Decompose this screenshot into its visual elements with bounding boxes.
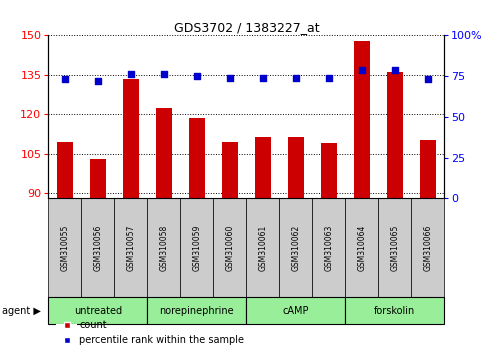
- Bar: [81, 198, 114, 297]
- Point: [358, 67, 366, 73]
- Bar: [279, 198, 313, 297]
- Text: untreated: untreated: [74, 306, 122, 316]
- Point: [424, 76, 432, 82]
- Bar: [255, 137, 271, 198]
- Text: cAMP: cAMP: [283, 306, 309, 316]
- Bar: [354, 41, 370, 198]
- Text: GSM310065: GSM310065: [390, 224, 399, 271]
- Text: GSM310060: GSM310060: [226, 224, 234, 271]
- Bar: [57, 142, 73, 198]
- Point: [94, 78, 102, 84]
- Point: [160, 72, 168, 77]
- Bar: [313, 198, 345, 297]
- Bar: [213, 198, 246, 297]
- Bar: [48, 297, 147, 324]
- Bar: [345, 297, 444, 324]
- Text: GSM310058: GSM310058: [159, 225, 168, 271]
- Bar: [386, 72, 403, 198]
- Bar: [321, 143, 337, 198]
- Bar: [246, 297, 345, 324]
- Text: norepinephrine: norepinephrine: [159, 306, 234, 316]
- Text: GSM310059: GSM310059: [192, 224, 201, 271]
- Point: [226, 75, 234, 81]
- Bar: [156, 108, 172, 198]
- Bar: [412, 198, 444, 297]
- Bar: [180, 198, 213, 297]
- Text: GSM310055: GSM310055: [60, 224, 69, 271]
- Bar: [123, 79, 139, 198]
- Text: GSM310062: GSM310062: [291, 225, 300, 271]
- Bar: [345, 198, 378, 297]
- Text: forskolin: forskolin: [374, 306, 415, 316]
- Text: GSM310056: GSM310056: [93, 224, 102, 271]
- Bar: [287, 137, 304, 198]
- Bar: [246, 198, 279, 297]
- Point: [259, 75, 267, 81]
- Text: GSM310064: GSM310064: [357, 224, 366, 271]
- Bar: [48, 198, 81, 297]
- Bar: [147, 198, 180, 297]
- Point: [391, 67, 399, 73]
- Point: [325, 75, 333, 81]
- Bar: [89, 159, 106, 198]
- Point: [292, 75, 299, 81]
- Bar: [222, 142, 238, 198]
- Bar: [420, 141, 436, 198]
- Legend: count, percentile rank within the sample: count, percentile rank within the sample: [53, 316, 248, 349]
- Title: GDS3702 / 1383227_at: GDS3702 / 1383227_at: [173, 21, 319, 34]
- Bar: [147, 297, 246, 324]
- Point: [127, 72, 135, 77]
- Point: [61, 76, 69, 82]
- Text: GSM310057: GSM310057: [127, 224, 135, 271]
- Bar: [188, 118, 205, 198]
- Bar: [378, 198, 412, 297]
- Text: GSM310061: GSM310061: [258, 225, 267, 271]
- Text: GSM310063: GSM310063: [325, 224, 333, 271]
- Bar: [114, 198, 147, 297]
- Text: GSM310066: GSM310066: [424, 224, 432, 271]
- Text: agent ▶: agent ▶: [2, 306, 41, 316]
- Point: [193, 73, 201, 79]
